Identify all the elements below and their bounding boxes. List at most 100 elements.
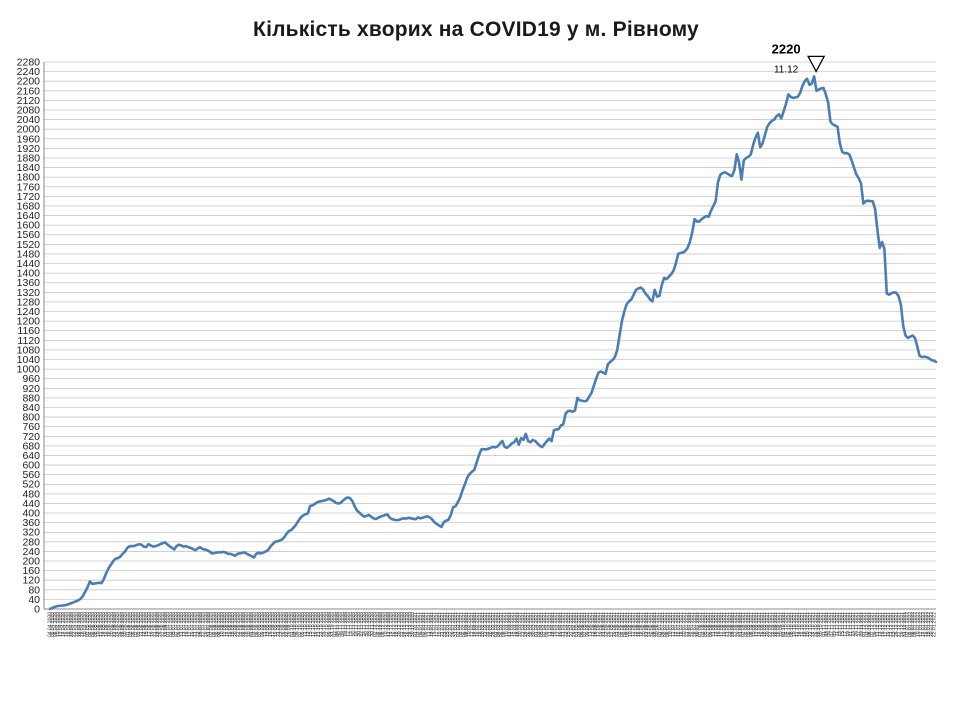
x-tick-label: 06.12.2020 (378, 612, 384, 637)
x-tick-label: 06.06.2021 (623, 612, 629, 637)
x-tick-label: 28.02.2021 (491, 612, 497, 637)
x-tick-label: 22.08.2020 (236, 612, 242, 637)
y-tick-label: 1520 (17, 239, 41, 251)
x-tick-label: 21.12.2021 (889, 612, 895, 637)
x-tick-label: 14.06.2021 (633, 612, 639, 637)
y-tick-label: 1440 (17, 258, 41, 270)
x-tick-label: 14.07.2021 (674, 612, 680, 637)
x-tick-label: 14.02.2021 (472, 612, 478, 637)
x-tick-label: 31.05.2021 (614, 612, 620, 637)
x-tick-label: 11.04.2021 (547, 612, 553, 637)
x-tick-label: 25.01.2021 (445, 612, 451, 637)
x-tick-label: 12.09.2021 (754, 612, 760, 637)
chart-title: Кількість хворих на COVID19 у м. Рівному (253, 18, 699, 41)
x-tick-label: 16.10.2021 (800, 612, 806, 637)
x-tick-label: 20.04.2020 (69, 612, 75, 637)
x-tick-label: 04.06.2021 (620, 612, 626, 637)
x-tick-label: 17.09.2020 (271, 612, 277, 637)
x-tick-label: 22.12.2020 (399, 612, 405, 637)
x-tick-label: 18.09.2021 (762, 612, 768, 637)
x-tick-label: 05.04.2021 (539, 612, 545, 637)
y-tick-label: 160 (22, 565, 40, 577)
x-tick-label: 13.08.2021 (714, 612, 720, 637)
y-tick-label: 360 (22, 517, 40, 529)
y-tick-label: 400 (22, 508, 40, 520)
x-tick-label: 07.11.2021 (829, 612, 835, 637)
x-tick-label: 14.05.2020 (101, 612, 107, 637)
x-tick-label: 09.01.2021 (424, 612, 430, 637)
x-tick-label: 23.12.2021 (891, 612, 897, 637)
x-tick-label: 13.12.2021 (878, 612, 884, 637)
peak-value-label: 2220 (772, 41, 801, 56)
x-tick-label: 20.05.2020 (109, 612, 115, 637)
x-tick-label: 03.05.2021 (577, 612, 583, 637)
x-tick-label: 25.09.2020 (281, 612, 287, 637)
y-tick-label: 1640 (17, 210, 41, 222)
x-tick-label: 01.09.2020 (249, 612, 255, 637)
y-tick-label: 720 (22, 431, 40, 443)
x-tick-label: 03.09.2020 (252, 612, 258, 637)
x-tick-label: 11.07.2020 (179, 612, 185, 637)
x-tick-label: 24.02.2021 (485, 612, 491, 637)
x-tick-label: 08.12.2020 (381, 612, 387, 637)
x-tick-label: 18.06.2021 (639, 612, 645, 637)
x-tick-label: 15.09.2020 (268, 612, 274, 637)
y-tick-label: 960 (22, 373, 40, 385)
y-tick-label: 1600 (17, 220, 41, 232)
x-tick-label: 12.03.2021 (507, 612, 513, 637)
x-tick-label: 15.04.2021 (553, 612, 559, 637)
x-tick-label: 02.05.2020 (85, 612, 91, 637)
x-tick-label: 03.04.2021 (537, 612, 543, 637)
x-tick-label: 10.07.2021 (668, 612, 674, 637)
x-tick-label: 25.12.2021 (894, 612, 900, 637)
x-tick-label: 07.01.2021 (421, 612, 427, 637)
x-tick-label: 12.06.2021 (631, 612, 637, 637)
y-tick-label: 1560 (17, 229, 41, 241)
x-tick-label: 10.01.2022 (915, 612, 921, 637)
y-tick-label: 440 (22, 498, 40, 510)
y-tick-label: 280 (22, 536, 40, 548)
x-tick-label: 04.09.2021 (743, 612, 749, 637)
x-tick-label: 24.07.2021 (687, 612, 693, 637)
y-tick-label: 1760 (17, 181, 41, 193)
x-tick-label: 13.01.2021 (429, 612, 435, 637)
x-tick-label: 09.10.2020 (300, 612, 306, 637)
x-tick-label: 02.02.2021 (456, 612, 462, 637)
x-tick-label: 06.08.2020 (214, 612, 220, 637)
x-tick-label: 25.08.2021 (730, 612, 736, 637)
x-tick-label: 22.02.2021 (483, 612, 489, 637)
x-tick-label: 29.10.2020 (327, 612, 333, 637)
x-tick-label: 06.04.2020 (50, 612, 56, 637)
y-tick-label: 2240 (17, 66, 41, 78)
x-tick-label: 21.06.2020 (152, 612, 158, 637)
x-tick-label: 22.10.2021 (808, 612, 814, 637)
x-tick-label: 29.12.2021 (899, 612, 905, 637)
x-tick-label: 18.01.2022 (926, 612, 932, 637)
x-tick-label: 26.09.2021 (773, 612, 779, 637)
x-tick-label: 07.10.2020 (297, 612, 303, 637)
y-tick-label: 2280 (17, 57, 41, 69)
x-tick-label: 17.05.2021 (596, 612, 602, 637)
x-tick-label: 13.05.2021 (590, 612, 596, 637)
x-tick-label: 04.05.2020 (88, 612, 94, 637)
x-tick-label: 18.04.2020 (66, 612, 72, 637)
x-tick-label: 24.10.2021 (811, 612, 817, 637)
x-tick-label: 14.08.2020 (225, 612, 231, 637)
y-tick-label: 200 (22, 556, 40, 568)
y-tick-label: 680 (22, 440, 40, 452)
y-tick-label: 880 (22, 392, 40, 404)
x-tick-label: 09.04.2021 (545, 612, 551, 637)
grid-lines (44, 61, 936, 610)
x-tick-label: 18.12.2020 (394, 612, 400, 637)
x-tick-label: 16.02.2021 (475, 612, 481, 637)
x-tick-label: 06.10.2021 (786, 612, 792, 637)
x-tick-label: 09.05.2021 (585, 612, 591, 637)
x-tick-label: 15.06.2020 (144, 612, 150, 637)
x-tick-label: 18.05.2020 (107, 612, 113, 637)
x-tick-label: 18.10.2021 (803, 612, 809, 637)
x-tick-label: 05.05.2021 (580, 612, 586, 637)
x-tick-label: 07.06.2020 (133, 612, 139, 637)
x-tick-label: 01.08.2021 (698, 612, 704, 637)
x-tick-label: 01.07.2020 (166, 612, 172, 637)
y-tick-label: 560 (22, 469, 40, 481)
